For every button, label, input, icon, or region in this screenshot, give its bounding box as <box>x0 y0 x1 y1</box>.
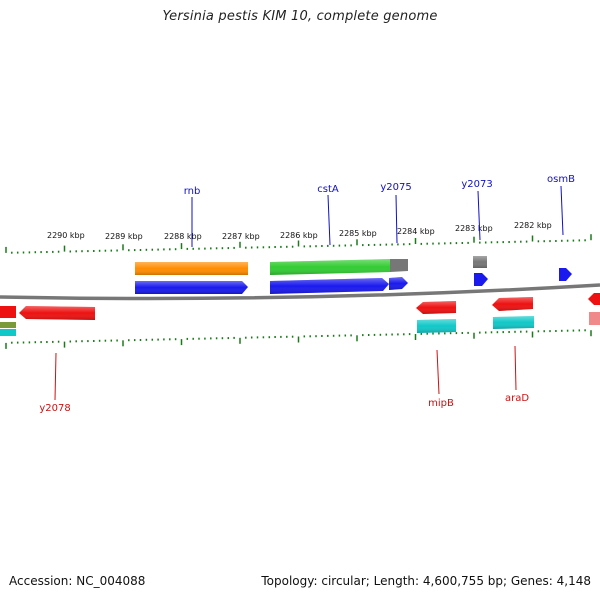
cds-arrow-forward[interactable] <box>135 281 248 294</box>
gene-feature-orange[interactable] <box>135 262 248 275</box>
genome-summary-text: Topology: circular; Length: 4,600,755 bp… <box>261 574 591 588</box>
cds-arrow-reverse[interactable] <box>19 306 95 320</box>
gene-label-osmb[interactable]: osmB <box>547 174 575 185</box>
scale-label: 2289 kbp <box>105 232 143 241</box>
scale-label: 2287 kbp <box>222 232 260 241</box>
scale-label: 2290 kbp <box>47 231 85 240</box>
cds-arrow-forward[interactable] <box>389 277 408 290</box>
forward-gene-labels: rnb cstA y2075 y2073 osmB <box>184 174 575 247</box>
gene-label-rnb[interactable]: rnb <box>184 186 201 197</box>
gene-feature-pink[interactable] <box>589 312 600 325</box>
gene-feature-cyan[interactable] <box>0 329 16 336</box>
gene-label-arad[interactable]: araD <box>505 393 529 404</box>
cds-arrow-reverse[interactable] <box>588 293 600 305</box>
reverse-gene-labels: y2078 mipB araD <box>39 345 529 414</box>
scale-labels: 2290 kbp 2289 kbp 2288 kbp 2287 kbp 2286… <box>47 221 552 241</box>
cds-arrow-reverse[interactable] <box>492 297 533 311</box>
gene-feature-gray[interactable] <box>473 256 487 268</box>
scale-label: 2284 kbp <box>397 227 435 236</box>
scale-label: 2285 kbp <box>339 229 377 238</box>
genome-backbone <box>0 283 600 301</box>
cds-arrow-reverse[interactable] <box>416 301 456 314</box>
gene-label-y2078[interactable]: y2078 <box>39 403 70 414</box>
map-title: Yersinia pestis KIM 10, complete genome <box>162 9 438 24</box>
scale-label: 2282 kbp <box>514 221 552 230</box>
cds-arrow-forward[interactable] <box>559 268 572 281</box>
gene-feature-green[interactable] <box>270 259 390 275</box>
scale-ticks-top <box>5 234 592 254</box>
scale-label: 2286 kbp <box>280 231 318 240</box>
gene-feature-gray[interactable] <box>390 259 408 272</box>
scale-label: 2283 kbp <box>455 224 493 233</box>
gene-feature-cyan[interactable] <box>417 319 456 333</box>
reverse-features <box>0 293 600 336</box>
gene-label-y2073[interactable]: y2073 <box>461 179 492 190</box>
scale-ticks-bottom <box>5 329 592 349</box>
gene-label-mipb[interactable]: mipB <box>428 398 454 409</box>
cds-arrow-forward[interactable] <box>270 278 389 294</box>
gene-feature-cyan[interactable] <box>493 316 534 329</box>
accession-text: Accession: NC_004088 <box>9 574 146 588</box>
gene-label-y2075[interactable]: y2075 <box>380 182 411 193</box>
gene-label-csta[interactable]: cstA <box>317 184 339 195</box>
cds-arrow-reverse[interactable] <box>0 306 16 318</box>
cds-arrow-forward[interactable] <box>474 273 488 286</box>
forward-features <box>135 256 572 294</box>
gene-feature-olive[interactable] <box>0 322 16 328</box>
scale-label: 2288 kbp <box>164 232 202 241</box>
